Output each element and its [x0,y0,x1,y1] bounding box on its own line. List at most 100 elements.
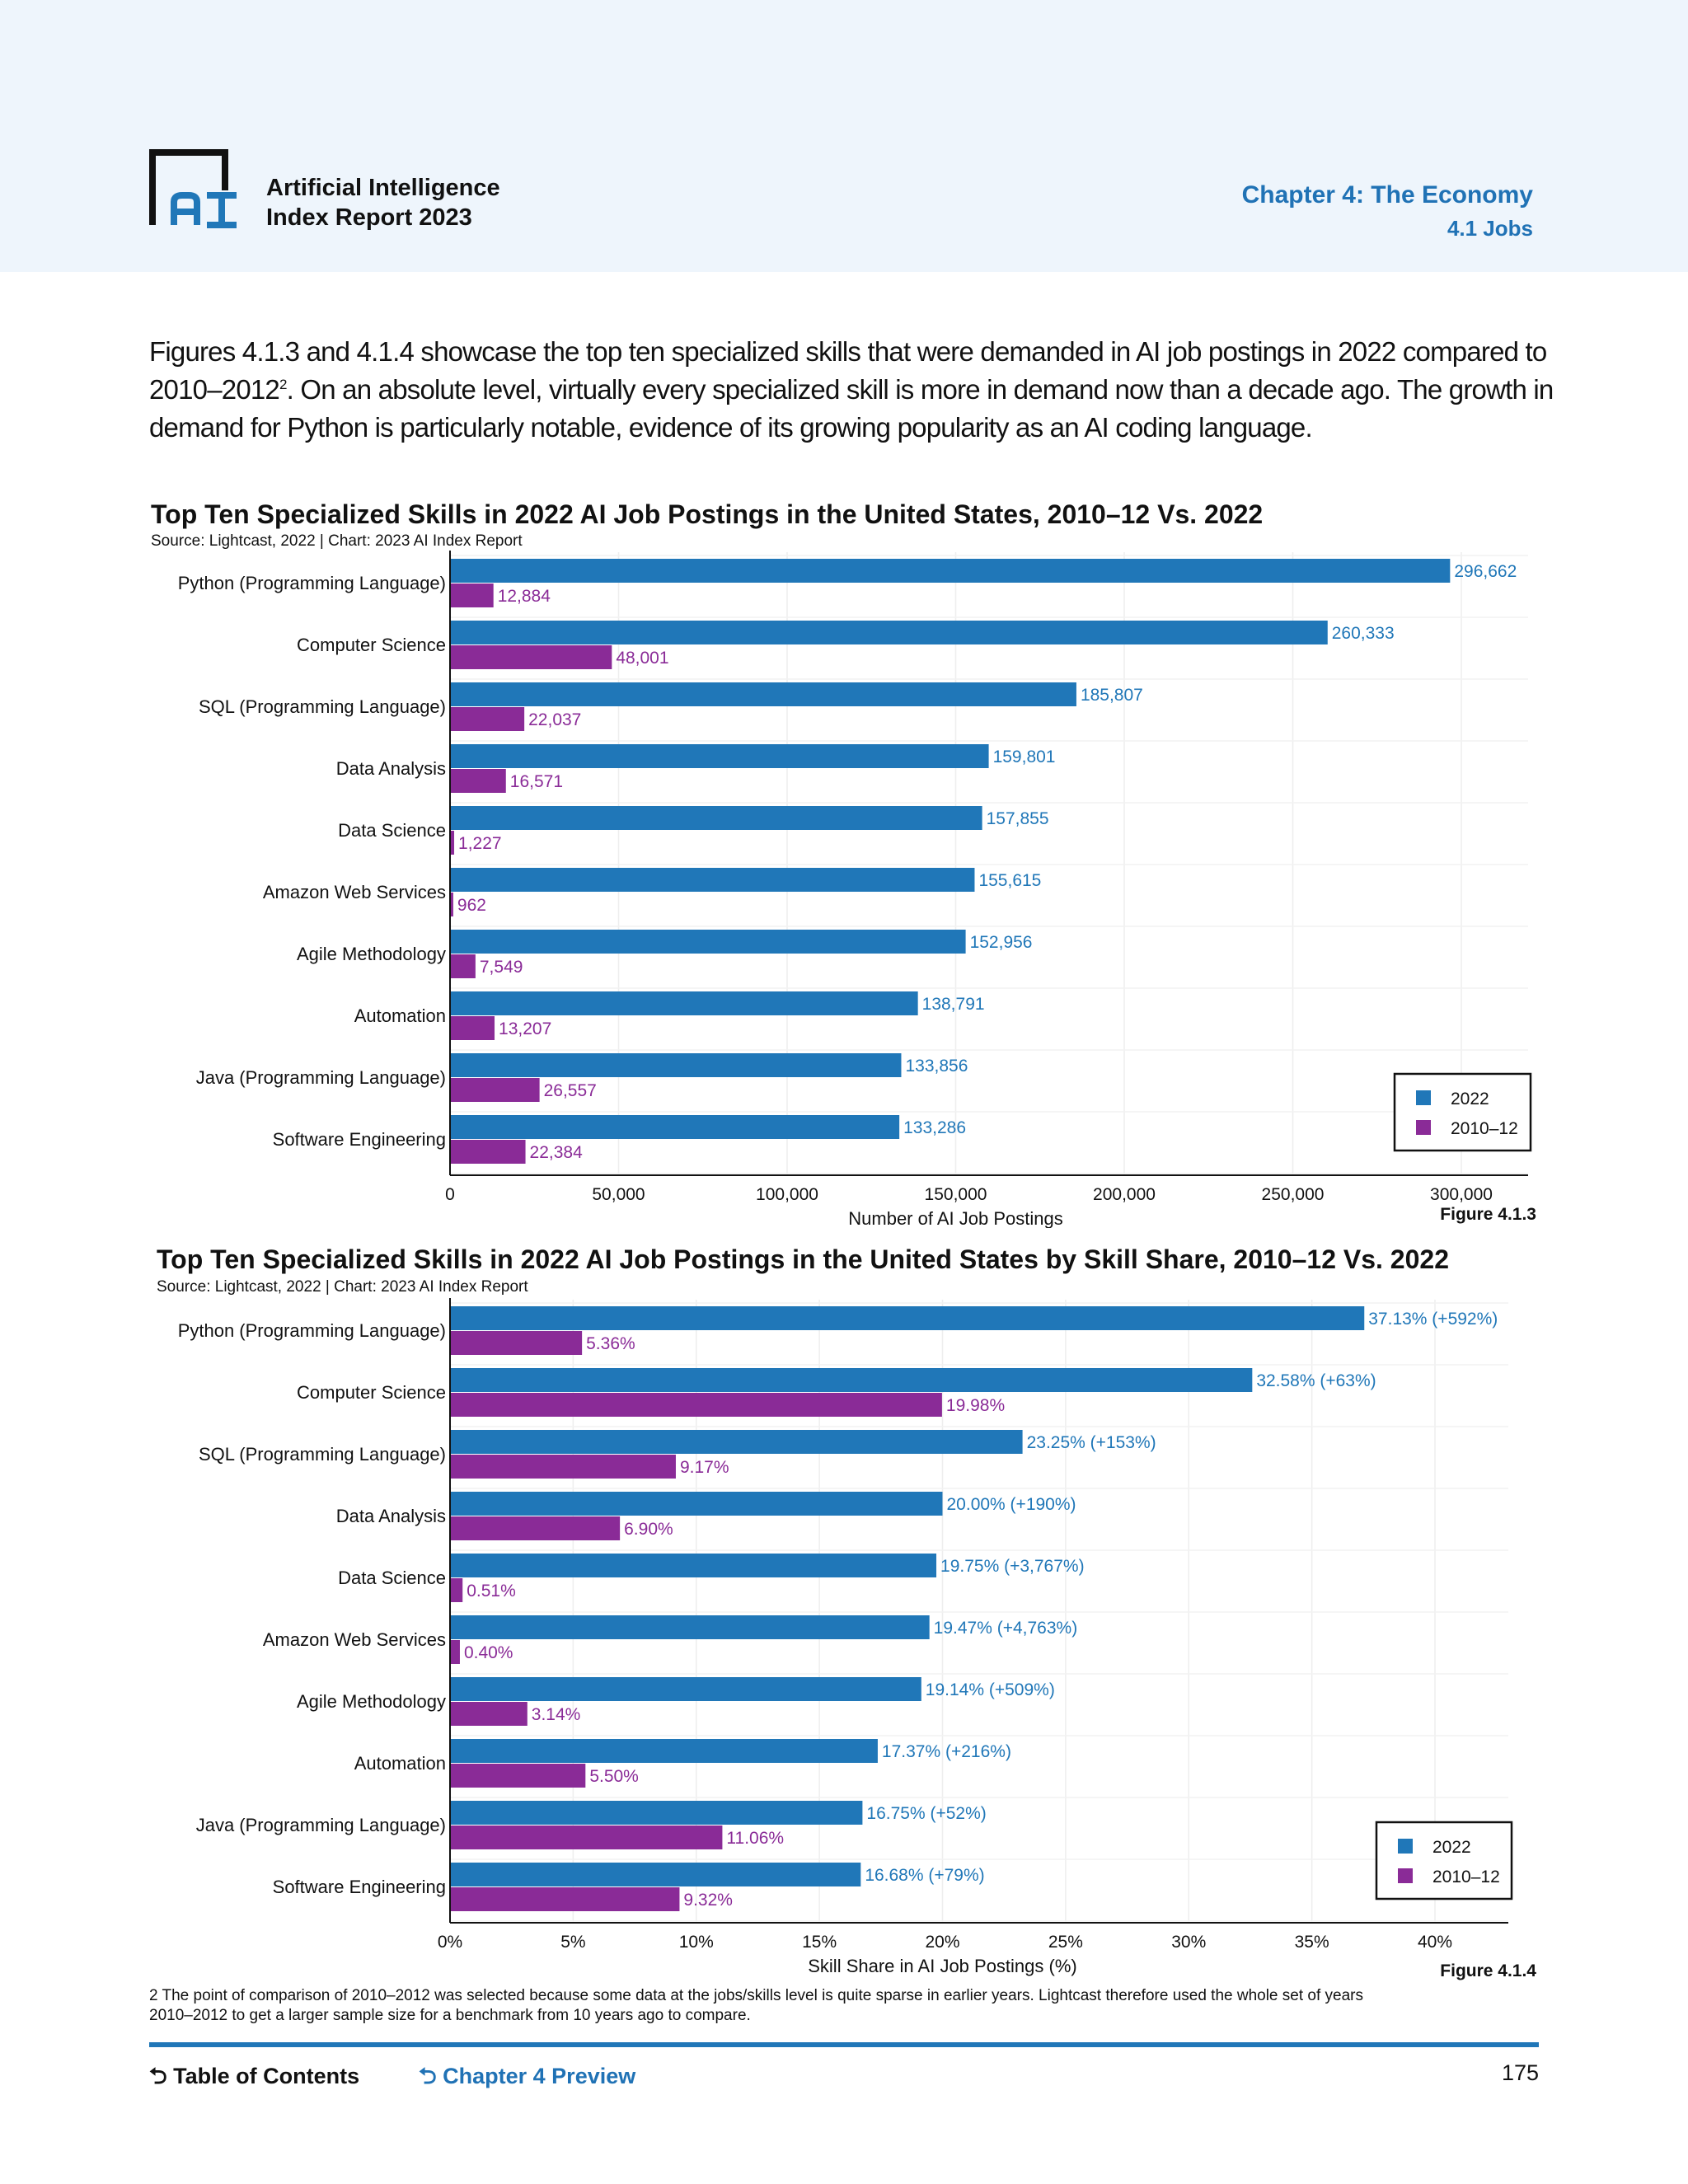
bar-2022 [450,1306,1365,1330]
data-label: 133,856 [905,1057,968,1076]
return-arrow-icon: ⮌ [419,2064,443,2088]
legend-label: 2022 [1451,1090,1489,1108]
category-label: Data Science [338,820,446,841]
bar-2010-12 [450,1331,583,1355]
data-label: 19.98% [946,1396,1005,1415]
category-label: Data Science [338,1568,446,1588]
x-tick-label: 5% [560,1933,585,1952]
data-label: 0.51% [467,1582,516,1601]
data-label: 962 [457,896,486,915]
chapter-preview-link[interactable]: ⮌ Chapter 4 Preview [419,2060,635,2098]
x-tick-label: 250,000 [1262,1185,1325,1204]
category-label: Python (Programming Language) [178,1320,446,1341]
data-label: 16,571 [510,772,563,791]
bar-2022 [450,1677,921,1701]
toc-label: Table of Contents [173,2064,360,2088]
legend-box [1393,1072,1532,1152]
bar-2010-12 [450,1702,528,1726]
legend-swatch [1416,1090,1431,1105]
chart1-plot: 0 50,000 100,000 150,000 200,000 250,000 300,0… [178,551,1532,1228]
data-label: 16.75% (+52%) [866,1804,986,1823]
bar-2022 [450,1368,1253,1392]
x-tick-label: 35% [1295,1933,1329,1952]
bar-2022 [450,1115,900,1139]
bar-2022 [450,868,975,892]
data-label: 6.90% [624,1520,673,1539]
bar-2022 [450,744,989,768]
chart1-title: Top Ten Specialized Skills in 2022 AI Jo… [151,499,1264,529]
data-label: 5.36% [586,1334,635,1353]
data-label: 157,855 [987,809,1049,828]
ai-index-logo [149,149,237,228]
bar-2010-12 [450,1516,621,1540]
bar-2010-12 [450,1578,463,1602]
category-label: Software Engineering [273,1877,446,1897]
category-label: SQL (Programming Language) [199,1444,446,1465]
data-label: 13,207 [499,1019,551,1038]
x-tick-label: 200,000 [1093,1185,1156,1204]
category-label: Agile Methodology [297,1691,446,1712]
bar-2022 [450,1863,861,1886]
bar-2010-12 [450,831,455,855]
chart2-title: Top Ten Specialized Skills in 2022 AI Jo… [157,1244,1449,1274]
data-label: 19.14% (+509%) [926,1680,1055,1699]
category-label: Agile Methodology [297,944,446,964]
bar-2010-12 [450,1764,586,1788]
bar-2022 [450,682,1076,706]
brand-line-2: Index Report 2023 [266,204,472,231]
chapter-title: Chapter 4: The Economy [1241,181,1533,209]
bar-2010-12 [450,1016,495,1040]
return-arrow-icon: ⮌ [149,2064,174,2088]
x-tick-label: 50,000 [592,1185,645,1204]
intro-text: Figures 4.1.3 and 4.1.4 showcase the top… [149,336,1547,405]
x-tick-label: 10% [679,1933,714,1952]
chart1-figure-label: Figure 4.1.3 [1440,1205,1536,1224]
bar-2010-12 [450,707,525,731]
data-label: 22,037 [528,710,581,729]
bar-2010-12 [450,583,494,607]
bar-2022 [450,1492,943,1516]
page-header [0,0,1688,272]
data-label: 19.47% (+4,763%) [934,1619,1078,1638]
bar-2010-12 [450,1078,540,1102]
legend-box [1375,1821,1513,1900]
data-label: 26,557 [544,1081,597,1100]
bar-2022 [450,1430,1023,1454]
bar-2010-12 [450,1825,723,1849]
x-tick-label: 100,000 [756,1185,818,1204]
x-tick-label: 15% [802,1933,837,1952]
chart1-source: Source: Lightcast, 2022 | Chart: 2023 AI… [151,532,523,550]
bar-2010-12 [450,1140,526,1164]
data-label: 152,956 [970,933,1033,952]
chapter-preview-label: Chapter 4 Preview [443,2064,636,2088]
data-label: 48,001 [616,649,668,668]
data-label: 138,791 [922,995,985,1014]
category-label: Amazon Web Services [263,1629,446,1650]
toc-link[interactable]: ⮌ Table of Contents [149,2060,359,2098]
chart2-figure-label: Figure 4.1.4 [1440,1961,1536,1980]
x-tick-label: 30% [1171,1933,1206,1952]
data-label: 11.06% [726,1829,784,1848]
data-label: 133,286 [903,1118,966,1137]
data-label: 22,384 [530,1143,584,1162]
bar-2010-12 [450,769,506,793]
bar-2022 [450,559,1451,583]
intro-paragraph: Figures 4.1.3 and 4.1.4 showcase the top… [149,333,1592,447]
bar-2010-12 [450,954,476,978]
data-label: 23.25% (+153%) [1027,1433,1156,1452]
data-label: 1,227 [458,834,502,853]
bar-2022 [450,1554,937,1577]
intro-text-cont: . On an absolute level, virtually every … [149,374,1554,443]
data-label: 32.58% (+63%) [1256,1371,1376,1390]
footnote-ref[interactable]: 2 [279,377,287,392]
data-label: 155,615 [978,871,1041,890]
x-axis-title: Skill Share in AI Job Postings (%) [808,1956,1076,1976]
category-label: Software Engineering [273,1129,446,1150]
category-label: Java (Programming Language) [196,1067,446,1088]
footnote: 2 The point of comparison of 2010–2012 w… [149,1987,1363,2024]
legend-label: 2022 [1432,1838,1471,1857]
data-label: 0.40% [464,1643,513,1662]
data-label: 159,801 [993,748,1056,766]
category-label: Computer Science [297,635,446,655]
bar-2010-12 [450,1640,460,1664]
